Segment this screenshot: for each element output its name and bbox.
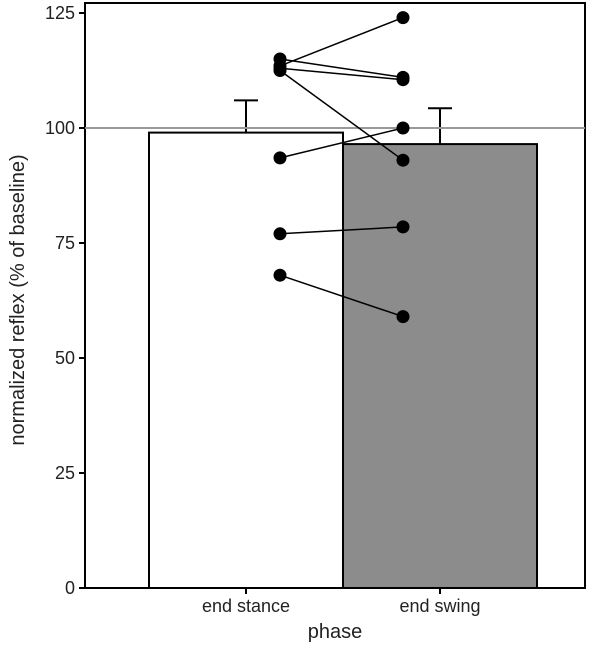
y-tick-label-75: 75 (55, 233, 75, 253)
subject-point-stance-4 (273, 64, 287, 77)
y-axis-ticks: 0 25 50 75 100 125 (45, 3, 85, 598)
y-tick-label-25: 25 (55, 463, 75, 483)
y-tick-label-50: 50 (55, 348, 75, 368)
subject-point-swing-4 (396, 153, 410, 167)
error-bars (234, 99, 452, 145)
subject-point-stance-6 (273, 227, 287, 241)
y-tick-label-125: 125 (45, 3, 75, 23)
subject-line-3 (279, 67, 404, 81)
y-axis-title: normalized reflex (% of baseline) (7, 154, 29, 445)
y-tick-label-100: 100 (45, 118, 75, 138)
subject-line-6 (279, 226, 404, 235)
subject-point-swing-6 (396, 220, 410, 234)
subject-line-7 (279, 274, 404, 318)
subject-line-2 (279, 16, 404, 67)
subject-point-stance-5 (273, 151, 287, 165)
subject-line-1 (279, 58, 404, 79)
subject-points (273, 11, 410, 324)
subject-point-swing-2 (396, 11, 410, 25)
subject-lines (279, 16, 404, 318)
subject-point-swing-3 (396, 73, 410, 87)
bar-end-stance (148, 131, 344, 589)
subject-line-5 (279, 127, 404, 159)
subject-point-swing-7 (396, 310, 410, 324)
bars (148, 131, 538, 589)
y-tick-label-0: 0 (65, 578, 75, 598)
bar-end-swing (342, 143, 538, 589)
subject-point-swing-5 (396, 121, 410, 135)
x-tick-label-end-swing: end swing (399, 596, 480, 616)
x-axis-ticks: end stance end swing (202, 588, 481, 616)
subject-point-stance-7 (273, 268, 287, 282)
x-tick-label-end-stance: end stance (202, 596, 290, 616)
subject-line-4 (279, 69, 404, 161)
x-axis-title: phase (308, 621, 363, 643)
